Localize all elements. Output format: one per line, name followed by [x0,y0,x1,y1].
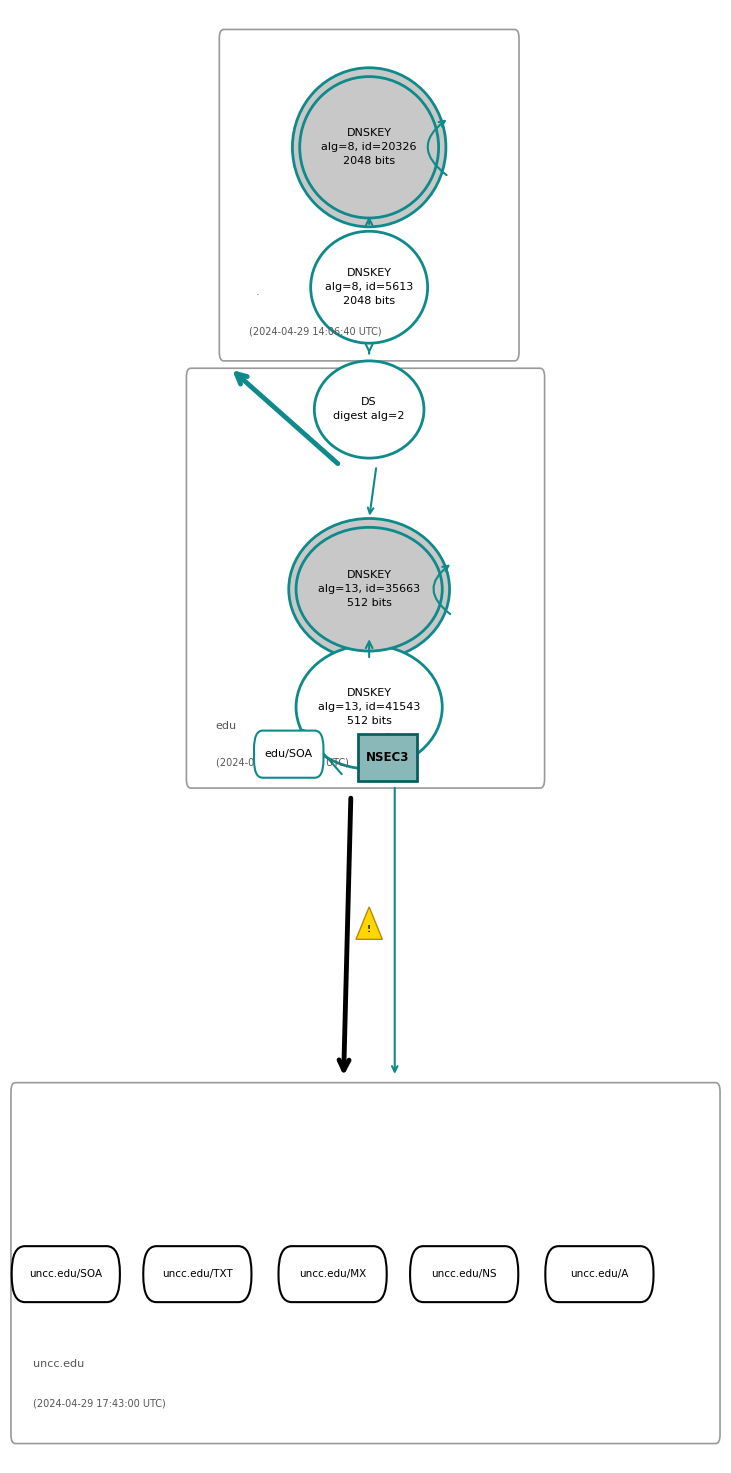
FancyBboxPatch shape [12,1246,120,1302]
Text: NSEC3: NSEC3 [366,751,409,763]
Text: !: ! [367,925,371,934]
Ellipse shape [296,527,442,651]
FancyBboxPatch shape [279,1246,387,1302]
Text: (2024-04-29 17:42:34 UTC): (2024-04-29 17:42:34 UTC) [216,759,349,767]
Ellipse shape [311,231,428,343]
Text: edu/SOA: edu/SOA [265,750,313,759]
Polygon shape [356,907,382,940]
FancyBboxPatch shape [254,731,324,778]
Ellipse shape [296,645,442,769]
Text: uncc.edu/SOA: uncc.edu/SOA [29,1270,102,1279]
Text: DS
digest alg=2: DS digest alg=2 [333,398,405,421]
Text: .: . [256,287,260,296]
Text: DNSKEY
alg=8, id=20326
2048 bits: DNSKEY alg=8, id=20326 2048 bits [322,128,417,166]
FancyBboxPatch shape [186,368,545,788]
Ellipse shape [292,68,446,227]
Text: uncc.edu/TXT: uncc.edu/TXT [162,1270,232,1279]
Text: uncc.edu: uncc.edu [33,1360,84,1368]
FancyBboxPatch shape [11,1083,720,1444]
Text: DNSKEY
alg=8, id=5613
2048 bits: DNSKEY alg=8, id=5613 2048 bits [325,268,413,306]
Text: uncc.edu/MX: uncc.edu/MX [299,1270,366,1279]
Text: DNSKEY
alg=13, id=35663
512 bits: DNSKEY alg=13, id=35663 512 bits [318,570,420,608]
Text: DNSKEY
alg=13, id=41543
512 bits: DNSKEY alg=13, id=41543 512 bits [318,688,420,726]
Text: uncc.edu/A: uncc.edu/A [570,1270,629,1279]
FancyBboxPatch shape [358,734,417,781]
Text: (2024-04-29 17:43:00 UTC): (2024-04-29 17:43:00 UTC) [33,1399,166,1408]
FancyBboxPatch shape [545,1246,654,1302]
FancyBboxPatch shape [143,1246,251,1302]
Text: (2024-04-29 14:06:40 UTC): (2024-04-29 14:06:40 UTC) [249,327,381,336]
FancyBboxPatch shape [410,1246,518,1302]
Text: uncc.edu/NS: uncc.edu/NS [431,1270,497,1279]
Ellipse shape [289,518,450,660]
Ellipse shape [300,77,439,218]
Text: edu: edu [216,722,237,731]
FancyBboxPatch shape [219,29,519,361]
Ellipse shape [314,361,424,458]
